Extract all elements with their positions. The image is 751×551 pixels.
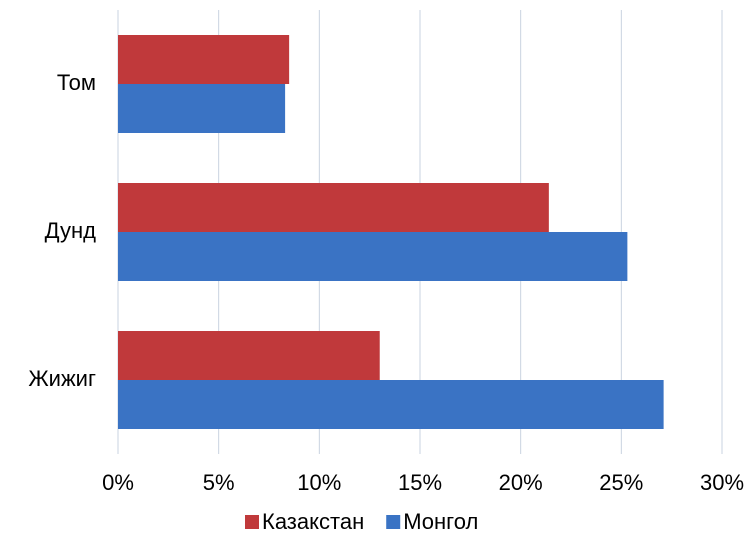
legend-swatch: [386, 515, 401, 529]
y-tick-label: Том: [57, 70, 96, 95]
x-tick-label: 0%: [102, 470, 134, 495]
bar: [118, 232, 628, 281]
y-tick-label: Жижиг: [28, 366, 96, 391]
bar: [118, 84, 286, 133]
x-tick-label: 25%: [599, 470, 643, 495]
x-tick-label: 10%: [297, 470, 341, 495]
bar: [118, 183, 549, 232]
x-tick-label: 5%: [203, 470, 235, 495]
x-tick-label: 15%: [398, 470, 442, 495]
legend-label: Монгол: [403, 509, 478, 534]
legend-swatch: [245, 515, 259, 529]
y-tick-label: Дунд: [45, 218, 97, 243]
x-tick-label: 20%: [499, 470, 543, 495]
x-tick-label: 30%: [700, 470, 744, 495]
bar: [118, 380, 664, 429]
legend-label: Казакстан: [262, 509, 364, 534]
bar: [118, 35, 290, 84]
bar: [118, 331, 380, 380]
